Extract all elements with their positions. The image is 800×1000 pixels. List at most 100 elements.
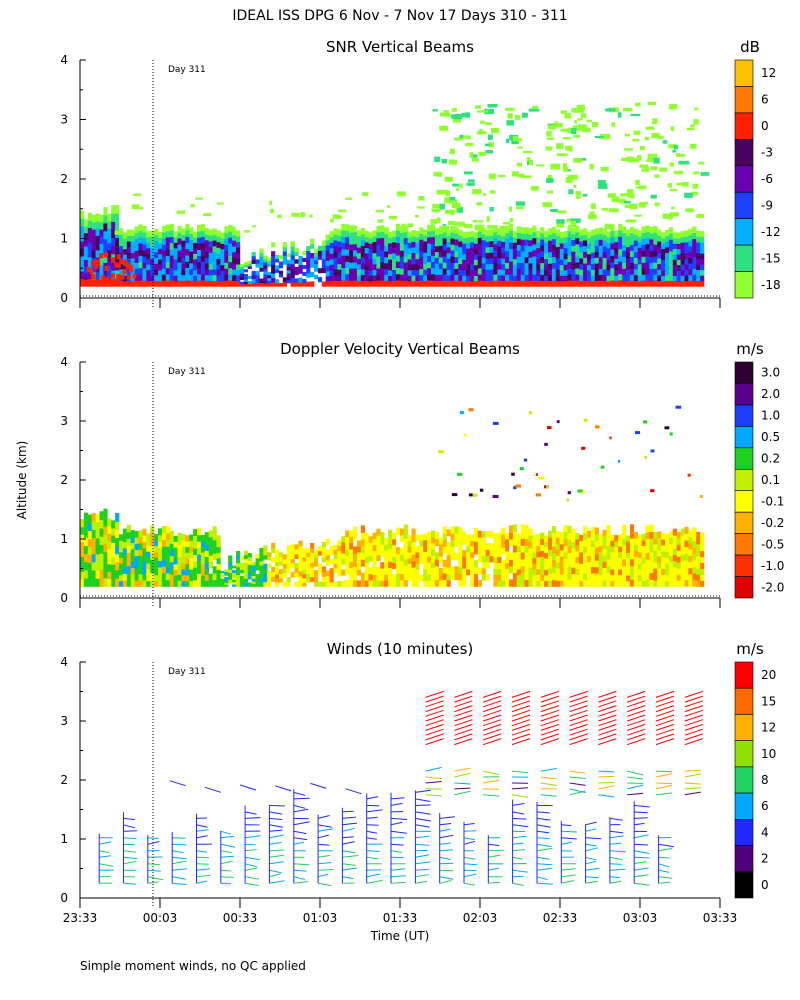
doppler-cell [115, 521, 120, 530]
snr-cell [392, 275, 397, 282]
snr-cell [700, 275, 705, 282]
snr-cell [467, 179, 475, 183]
doppler-cell [626, 580, 631, 587]
snr-cell [466, 242, 471, 249]
doppler-cell [142, 547, 147, 555]
snr-cell [485, 122, 492, 125]
snr-cell [684, 236, 689, 243]
snr-cell [692, 232, 697, 240]
snr-cell [80, 225, 85, 234]
doppler-cell [492, 421, 499, 425]
doppler-cell [657, 549, 662, 557]
doppler-cell [87, 546, 92, 555]
wind-barb [536, 882, 553, 885]
doppler-cell [286, 581, 291, 587]
wind-barb [684, 791, 701, 796]
snr-cell [169, 255, 174, 262]
doppler-cell [325, 539, 330, 545]
doppler-cell [333, 544, 338, 550]
snr-cell [337, 252, 342, 259]
snr-cell [435, 172, 443, 177]
wind-barb [269, 817, 283, 821]
snr-cell [505, 238, 510, 245]
snr-cell [438, 245, 443, 252]
snr-cell [286, 253, 291, 258]
doppler-cell [395, 553, 401, 561]
doppler-cell [403, 538, 408, 546]
doppler-cell [462, 555, 467, 563]
snr-cell [80, 278, 85, 287]
doppler-cell [224, 580, 229, 584]
snr-cell [700, 231, 705, 238]
snr-cell [146, 275, 151, 282]
snr-cell [501, 280, 506, 287]
snr-cell [587, 264, 592, 271]
colorbar-label: -3 [761, 146, 773, 160]
snr-cell [251, 282, 256, 287]
doppler-cell [177, 580, 182, 587]
doppler-cell [458, 560, 463, 568]
doppler-cell [606, 579, 611, 587]
doppler-cell [154, 568, 159, 576]
doppler-cell [329, 568, 334, 574]
wind-barb [454, 738, 473, 746]
doppler-cell [563, 524, 568, 533]
doppler-cell [208, 580, 213, 587]
doppler-cell [571, 548, 576, 555]
doppler-cell [665, 551, 670, 558]
snr-cell [87, 234, 92, 243]
wind-barb [415, 854, 430, 858]
snr-cell [349, 238, 354, 245]
snr-cell [501, 252, 506, 259]
snr-cell [587, 248, 592, 255]
snr-cell [570, 220, 576, 227]
wind-barb [536, 811, 550, 814]
doppler-cell [450, 572, 455, 581]
snr-cell [466, 247, 471, 254]
wind-barb [196, 874, 211, 878]
snr-cell [431, 273, 436, 281]
doppler-cell [423, 539, 428, 547]
snr-cell [314, 252, 319, 257]
doppler-cell [247, 564, 252, 569]
doppler-cell [594, 560, 599, 568]
snr-cell [685, 208, 694, 213]
snr-cell [493, 237, 498, 245]
doppler-cell [649, 558, 654, 567]
snr-cell [548, 268, 553, 276]
doppler-cell [668, 555, 674, 563]
snr-cell [489, 252, 494, 259]
doppler-cell [579, 580, 584, 587]
snr-cell [489, 235, 494, 242]
snr-cell [111, 213, 116, 222]
snr-cell [598, 250, 603, 258]
snr-cell [126, 235, 131, 242]
snr-cell [540, 256, 545, 264]
doppler-cell [134, 567, 139, 575]
doppler-cell [626, 558, 631, 565]
wind-barb [366, 804, 380, 807]
snr-cell [478, 129, 483, 135]
wind-barb [684, 709, 703, 717]
doppler-cell [473, 528, 479, 536]
snr-cell [255, 274, 260, 280]
snr-cell [173, 280, 178, 287]
doppler-cell [497, 568, 502, 575]
snr-cell [431, 249, 436, 256]
snr-cell [629, 244, 635, 252]
doppler-cell [341, 569, 346, 576]
snr-cell [399, 256, 404, 263]
snr-cell [622, 274, 627, 281]
doppler-cell [403, 579, 408, 587]
wind-barb [366, 809, 383, 813]
doppler-cell [150, 566, 155, 574]
doppler-cell [142, 579, 147, 587]
snr-cell [509, 206, 513, 212]
doppler-cell [239, 556, 245, 560]
snr-cell [688, 251, 693, 258]
snr-cell [200, 230, 206, 238]
doppler-cell [645, 559, 650, 567]
snr-cell [384, 251, 389, 258]
snr-cell [614, 263, 619, 270]
snr-cell [661, 280, 666, 287]
